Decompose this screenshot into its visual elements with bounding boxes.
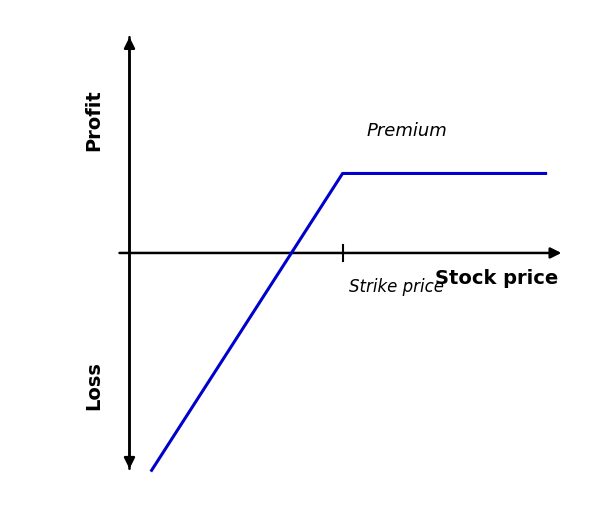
Text: Strike price: Strike price <box>349 278 444 296</box>
Text: Premium: Premium <box>366 122 447 140</box>
Text: Profit: Profit <box>84 90 103 151</box>
Text: Loss: Loss <box>84 361 103 410</box>
Text: Stock price: Stock price <box>435 269 558 288</box>
